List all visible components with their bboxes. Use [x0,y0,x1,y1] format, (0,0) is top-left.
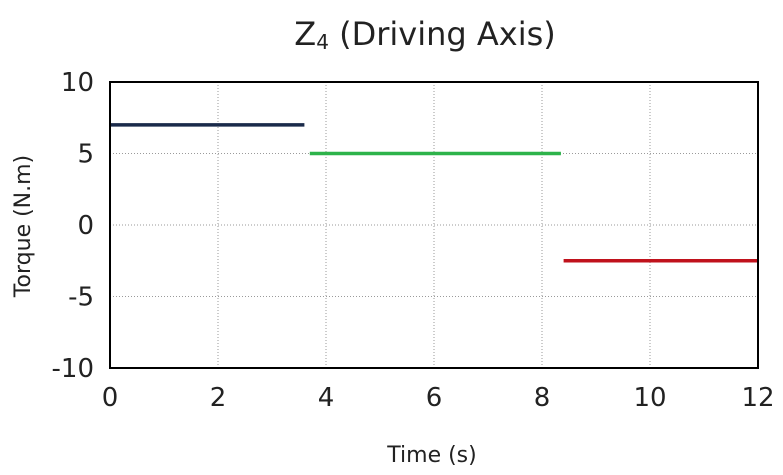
chart-title-main: Z [294,15,316,53]
chart-title-subscript: 4 [316,30,329,54]
x-tick-label-4: 8 [534,383,551,413]
x-tick-label-5: 10 [633,383,666,413]
x-tick-label-1: 2 [210,383,227,413]
x-tick-label-0: 0 [102,383,119,413]
plot-frame [109,81,759,369]
y-tick-label-0: 10 [61,68,94,98]
y-tick-label-2: 0 [77,211,94,241]
y-tick-label-1: 5 [77,140,94,170]
chart-title: Z4 (Driving Axis) [294,15,555,54]
y-tick-label-3: -5 [68,283,94,313]
y-axis-label: Torque (N.m) [11,155,36,298]
x-axis-label: Time (s) [386,443,476,468]
x-tick-label-3: 6 [426,383,443,413]
x-tick-labels: 0 2 4 6 8 10 12 [102,383,775,413]
series-lines [110,123,758,263]
chart-title-rest: (Driving Axis) [329,15,556,53]
x-tick-label-2: 4 [318,383,335,413]
x-tick-label-6: 12 [741,383,774,413]
y-tick-labels: 10 5 0 -5 -10 [52,68,94,384]
y-tick-label-4: -10 [52,354,94,384]
